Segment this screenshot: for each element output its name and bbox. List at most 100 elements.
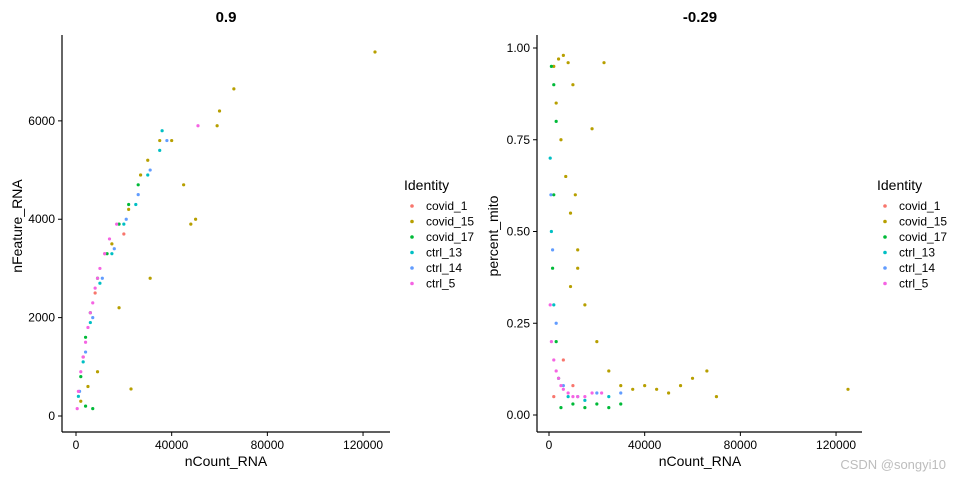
data-point bbox=[552, 358, 556, 362]
series-ctrl_13 bbox=[548, 156, 611, 402]
legend-label: covid_1 bbox=[426, 199, 468, 213]
x-tick-label: 80000 bbox=[251, 438, 285, 452]
data-point bbox=[556, 376, 561, 380]
data-point bbox=[576, 395, 580, 399]
data-point bbox=[189, 222, 193, 226]
legend-title: Identity bbox=[877, 177, 922, 193]
data-point bbox=[573, 193, 577, 197]
data-point bbox=[552, 83, 556, 87]
x-tick-label: 120000 bbox=[816, 438, 856, 452]
data-point bbox=[550, 248, 555, 252]
x-tick-label: 0 bbox=[73, 438, 80, 452]
data-point bbox=[655, 387, 659, 391]
legend-item-ctrl_13: ctrl_13 bbox=[410, 246, 462, 260]
data-point bbox=[138, 173, 143, 177]
data-point bbox=[590, 391, 594, 395]
data-point bbox=[678, 384, 683, 388]
data-point bbox=[76, 389, 80, 394]
watermark: CSDN @songyi10 bbox=[840, 457, 946, 472]
legend-swatch bbox=[410, 250, 414, 255]
scatter-panel-mito-vs-count: -0.29 nCount_RNA percent_mito 0 40000 8000… bbox=[485, 9, 862, 469]
legend-swatch bbox=[410, 204, 414, 208]
legend-item-covid_1: covid_1 bbox=[883, 199, 941, 213]
data-point bbox=[583, 398, 587, 402]
data-point bbox=[103, 252, 107, 256]
data-point bbox=[95, 276, 100, 280]
series-covid_17 bbox=[549, 64, 623, 410]
panel-title: -0.29 bbox=[683, 9, 717, 26]
data-point bbox=[571, 83, 575, 87]
series-ctrl_5 bbox=[75, 124, 200, 411]
data-point bbox=[595, 340, 599, 344]
series-ctrl_14 bbox=[77, 138, 169, 394]
series-covid_17 bbox=[79, 183, 140, 411]
legend-label: covid_15 bbox=[426, 215, 474, 229]
data-point bbox=[619, 384, 623, 388]
data-point bbox=[607, 406, 611, 410]
data-point bbox=[122, 222, 126, 226]
data-point bbox=[705, 369, 709, 373]
data-point bbox=[607, 369, 611, 373]
x-tick-label: 120000 bbox=[343, 438, 383, 452]
data-point bbox=[846, 387, 850, 391]
legend-swatch bbox=[883, 281, 887, 286]
legend-label: ctrl_13 bbox=[899, 246, 935, 260]
x-axis-label: nCount_RNA bbox=[185, 453, 268, 469]
data-point bbox=[564, 174, 568, 179]
data-point bbox=[148, 168, 152, 172]
y-tick-label: 6000 bbox=[28, 114, 55, 128]
legend-item-covid_15: covid_15 bbox=[410, 215, 474, 229]
legend-title: Identity bbox=[404, 177, 449, 193]
data-point bbox=[548, 303, 552, 307]
series-covid_1 bbox=[81, 232, 126, 359]
data-point bbox=[127, 202, 131, 207]
data-point bbox=[554, 321, 558, 325]
data-point bbox=[549, 340, 553, 344]
data-point bbox=[568, 284, 573, 289]
y-axis-label: nFeature_RNA bbox=[9, 179, 25, 273]
data-point bbox=[667, 391, 671, 395]
data-point bbox=[127, 207, 131, 212]
data-point bbox=[561, 358, 565, 362]
data-point bbox=[566, 395, 570, 399]
series-covid_15 bbox=[552, 53, 850, 399]
data-point bbox=[643, 384, 647, 388]
y-tick-label: 2000 bbox=[28, 311, 55, 325]
data-point bbox=[134, 202, 138, 207]
y-tick-label: 0.50 bbox=[507, 225, 531, 239]
data-point bbox=[552, 303, 556, 307]
data-point bbox=[158, 138, 162, 143]
data-point bbox=[75, 407, 79, 411]
data-point bbox=[571, 395, 575, 399]
data-point bbox=[619, 391, 623, 395]
data-point bbox=[714, 395, 719, 399]
legend-swatch bbox=[883, 204, 887, 208]
y-tick-label: 0 bbox=[48, 409, 55, 423]
data-points bbox=[75, 50, 377, 411]
legend-label: ctrl_5 bbox=[426, 277, 456, 291]
data-point bbox=[552, 395, 556, 399]
data-point bbox=[129, 387, 133, 391]
data-point bbox=[81, 355, 85, 359]
legend-item-ctrl_14: ctrl_14 bbox=[410, 261, 462, 275]
legend-label: ctrl_13 bbox=[426, 246, 462, 260]
data-point bbox=[110, 242, 114, 246]
legend-item-covid_17: covid_17 bbox=[883, 230, 947, 244]
data-point bbox=[79, 375, 83, 379]
data-point bbox=[217, 109, 222, 113]
legend-swatch bbox=[410, 235, 414, 239]
data-point bbox=[576, 248, 580, 252]
data-point bbox=[146, 173, 150, 177]
data-point bbox=[554, 101, 558, 105]
data-point bbox=[98, 266, 102, 271]
data-point bbox=[549, 193, 553, 197]
data-point bbox=[556, 57, 561, 61]
data-point bbox=[232, 87, 236, 91]
data-point bbox=[550, 266, 555, 270]
legend-swatch bbox=[883, 235, 887, 239]
data-point bbox=[619, 402, 623, 406]
legend-label: covid_17 bbox=[899, 230, 947, 244]
data-point bbox=[552, 64, 556, 68]
